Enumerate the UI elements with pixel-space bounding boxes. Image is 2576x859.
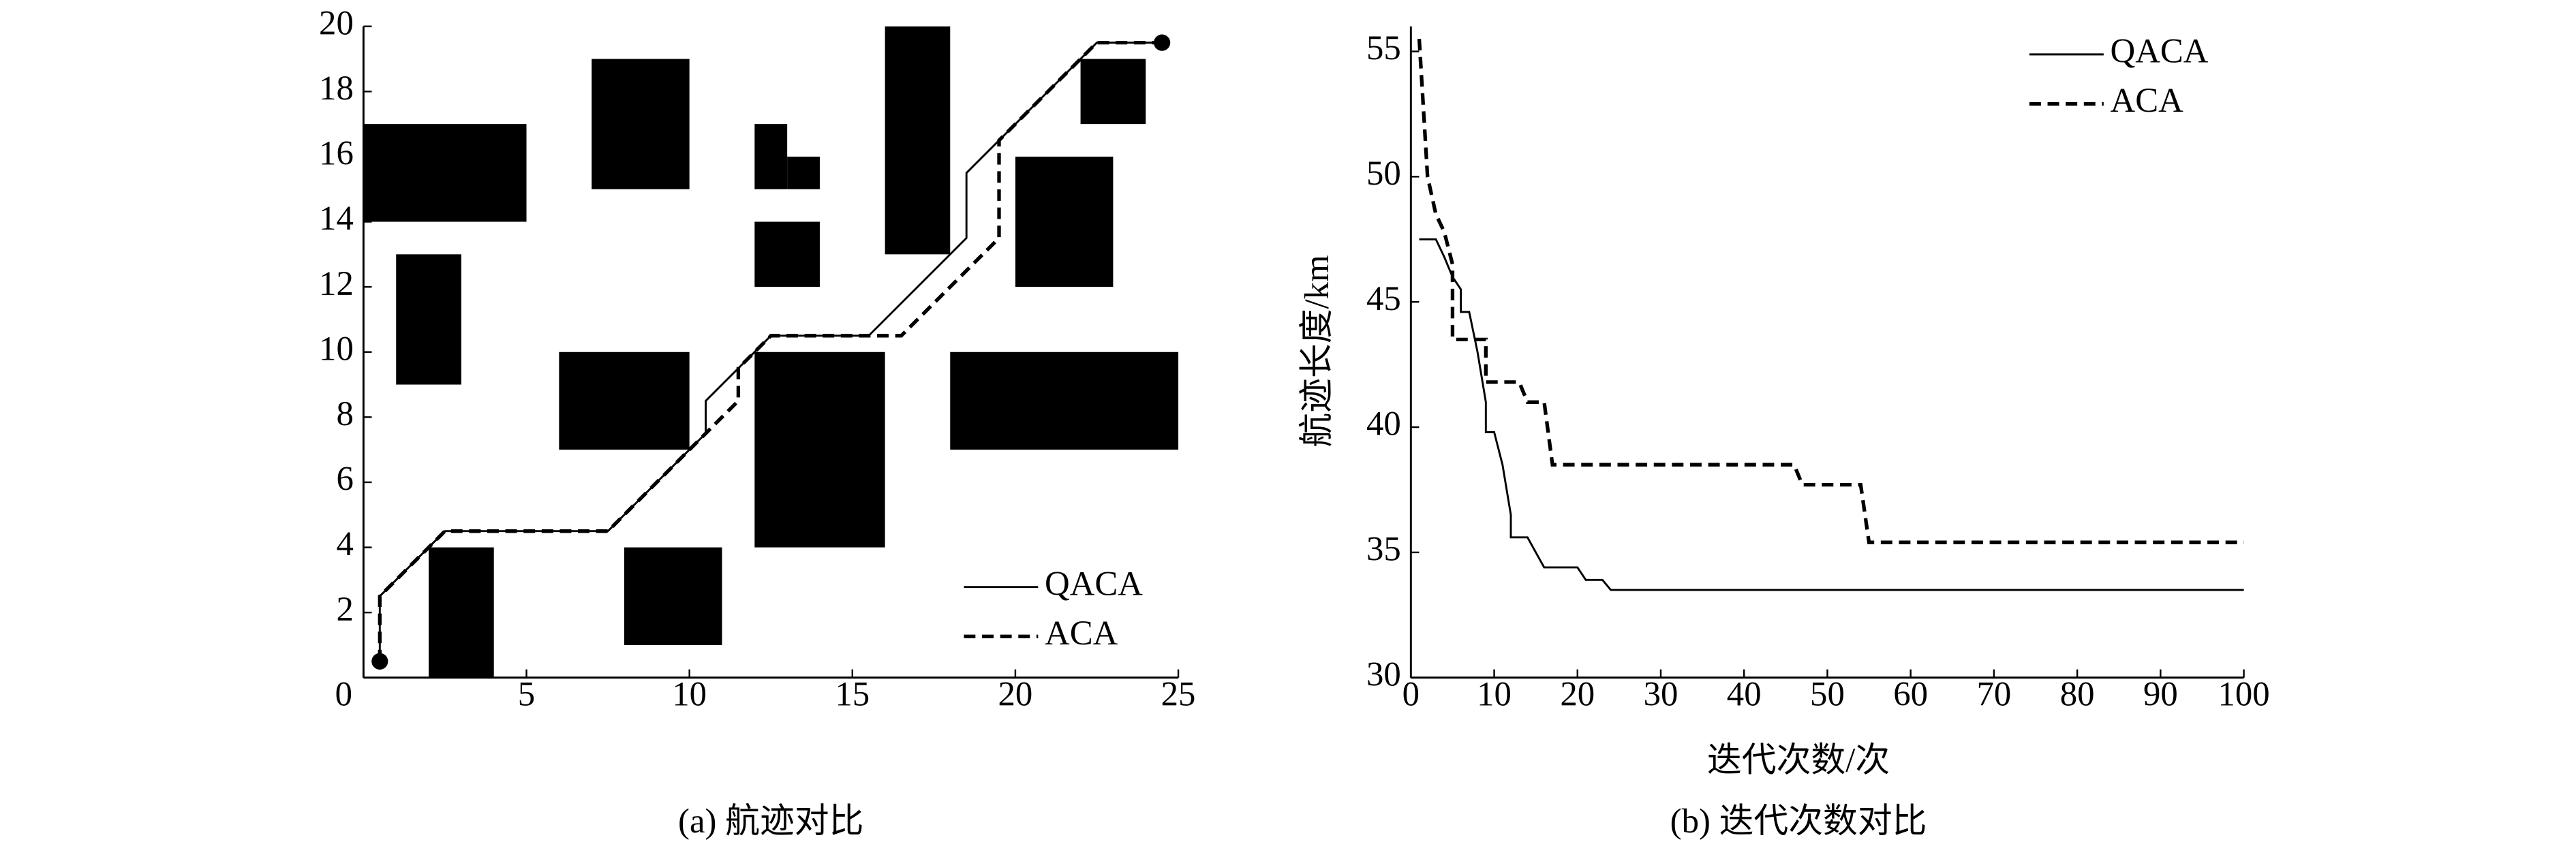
obstacle xyxy=(1015,156,1114,287)
y-tick-label: 50 xyxy=(1366,154,1401,192)
legend-label: ACA xyxy=(1045,614,1118,652)
y-axis-label: 航迹长度/km xyxy=(1298,255,1336,447)
y-tick-label: 40 xyxy=(1366,405,1401,443)
x-tick-label: 20 xyxy=(1560,674,1595,713)
x-tick-label: 15 xyxy=(835,674,870,713)
x-axis-label: 迭代次数/次 xyxy=(1707,740,1890,779)
y-tick-label: 14 xyxy=(319,199,354,237)
x-tick-label: 50 xyxy=(1810,674,1845,713)
obstacle xyxy=(754,124,788,189)
x-tick-label: 70 xyxy=(1977,674,2012,713)
x-tick-label: 100 xyxy=(2218,674,2269,713)
obstacle xyxy=(1080,59,1146,125)
series-line xyxy=(378,40,1163,661)
y-tick-label: 20 xyxy=(319,3,354,42)
obstacle xyxy=(950,352,1179,450)
x-tick-label: 25 xyxy=(1161,674,1196,713)
obstacle xyxy=(885,26,951,255)
y-tick-label: 6 xyxy=(336,460,353,498)
y-tick-label: 55 xyxy=(1366,29,1401,67)
x-tick-label: 90 xyxy=(2143,674,2178,713)
x-tick-label: 30 xyxy=(1644,674,1678,713)
x-tick-label: 5 xyxy=(518,674,535,713)
legend-label: QACA xyxy=(2111,32,2209,70)
y-tick-label: 8 xyxy=(336,394,353,433)
obstacle xyxy=(429,547,494,678)
y-tick-label: 4 xyxy=(336,525,353,563)
obstacle xyxy=(592,59,690,189)
y-tick-label: 16 xyxy=(319,134,354,172)
y-tick-label: 12 xyxy=(319,264,354,302)
x-tick-label: 0 xyxy=(335,674,352,713)
endpoint-marker xyxy=(1154,34,1171,51)
x-tick-label: 80 xyxy=(2060,674,2095,713)
caption: (a) 航迹对比 xyxy=(678,802,863,840)
obstacle xyxy=(754,221,820,287)
x-tick-label: 10 xyxy=(1477,674,1512,713)
obstacle xyxy=(787,156,820,189)
legend-label: QACA xyxy=(1045,564,1143,602)
y-tick-label: 30 xyxy=(1366,655,1401,693)
y-tick-label: 10 xyxy=(319,329,354,367)
y-tick-label: 35 xyxy=(1366,530,1401,568)
series-line xyxy=(1419,238,2244,591)
x-tick-label: 20 xyxy=(998,674,1033,713)
legend-label: ACA xyxy=(2111,81,2184,119)
obstacle xyxy=(396,254,461,385)
y-tick-label: 2 xyxy=(336,590,353,628)
obstacle xyxy=(559,352,690,450)
y-tick-label: 18 xyxy=(319,69,354,107)
caption: (b) 迭代次数对比 xyxy=(1670,802,1927,840)
obstacle xyxy=(363,124,527,222)
x-tick-label: 10 xyxy=(672,674,707,713)
endpoint-marker xyxy=(371,653,388,670)
obstacle xyxy=(624,547,722,645)
x-tick-label: 0 xyxy=(1402,674,1420,713)
x-tick-label: 40 xyxy=(1727,674,1762,713)
series-line xyxy=(1417,38,2244,544)
obstacle xyxy=(754,352,885,548)
y-tick-label: 45 xyxy=(1366,279,1401,317)
x-tick-label: 60 xyxy=(1893,674,1928,713)
